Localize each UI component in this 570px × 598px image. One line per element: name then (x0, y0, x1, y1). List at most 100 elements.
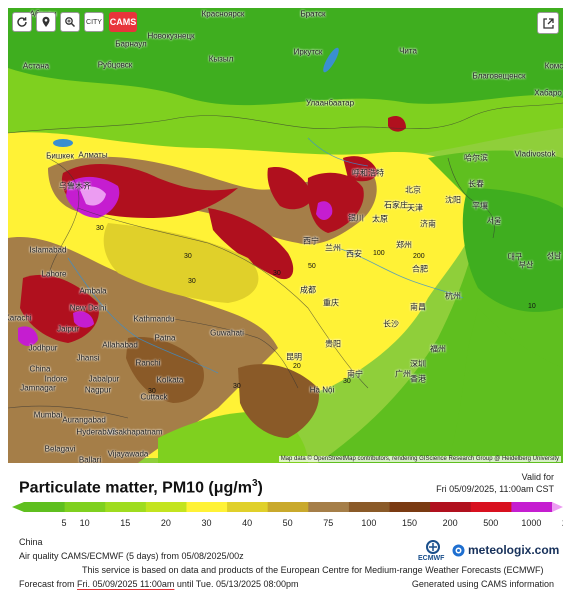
peak-taklamakan-core (80, 186, 106, 206)
city-label: Patna (154, 333, 176, 343)
cams-model-label: CAMS (109, 17, 137, 27)
legend-swatch (389, 502, 431, 512)
city-label: Vijayawada (107, 449, 149, 459)
city-label: Красноярск (201, 9, 245, 19)
city-label: 贵阳 (325, 339, 341, 349)
meteologix-logo[interactable]: meteologix.com (452, 543, 559, 557)
city-label: Иркутск (293, 47, 323, 57)
legend-tick-label: 1000 (521, 518, 541, 528)
city-label: Hà Nội (309, 385, 335, 395)
city-label: Guwahati (210, 328, 244, 338)
city-label: New Delhi (69, 303, 107, 313)
city-label: Кызыл (208, 54, 234, 64)
city-label: Новокузнецк (147, 31, 195, 41)
city-label: Чита (399, 46, 417, 56)
city-toggle-button[interactable]: CITY (84, 12, 104, 32)
city-label: Jabalpur (88, 374, 120, 384)
legend-tick-label: 150 (402, 518, 417, 528)
legend-swatch (308, 502, 350, 512)
sea-east-china (448, 308, 563, 463)
contour-label-30f: 30 (188, 278, 196, 285)
contour-label-200: 200 (413, 253, 425, 260)
city-label: 呼和浩特 (352, 168, 384, 178)
city-label: 南宁 (347, 369, 363, 379)
city-label: Братск (300, 9, 326, 19)
ecmwf-logo[interactable] (418, 540, 448, 562)
legend-swatch (64, 502, 106, 512)
legend-tick-label: 200 (443, 518, 458, 528)
city-label: 合肥 (412, 264, 428, 274)
valid-time: Fri 05/09/2025, 11:00am CST (436, 484, 554, 494)
city-label: Ballari (78, 455, 102, 464)
city-label: Allahabad (102, 340, 138, 350)
city-label: Belagavi (44, 444, 76, 454)
contour-label-100: 100 (373, 250, 385, 257)
city-label: 石家庄 (384, 200, 408, 210)
meteologix-icon (452, 544, 465, 556)
city-label: 深圳 (410, 359, 426, 369)
legend-swatch (145, 502, 187, 512)
export-button[interactable] (537, 12, 559, 34)
dust-cloud-gobi-west (267, 167, 313, 210)
region-green-korea (462, 188, 563, 312)
city-label: Комс (544, 61, 563, 71)
city-label: 西安 (346, 249, 362, 259)
legend-tick-label: 500 (483, 518, 498, 528)
contour-label-30d: 30 (343, 378, 351, 385)
refresh-button[interactable] (12, 12, 32, 32)
city-label: Jamnagar (20, 383, 56, 393)
map-attribution[interactable]: Map data © OpenStreetMap contributors, r… (278, 456, 561, 462)
legend-tick-label: 40 (242, 518, 252, 528)
legend-tick-label: 50 (283, 518, 293, 528)
legend-swatch (267, 502, 309, 512)
city-label: Nagpur (84, 385, 112, 395)
city-label: 长春 (468, 179, 484, 189)
meteologix-brand: meteologix.com (468, 543, 560, 557)
location-button[interactable] (36, 12, 56, 32)
city-label: 乌鲁木齐 (59, 181, 91, 191)
legend-swatch (227, 502, 269, 512)
legend-swatch (105, 502, 147, 512)
contour-label-30a: 30 (96, 225, 104, 232)
city-label: Благовещенск (472, 71, 526, 81)
city-label: 福州 (430, 344, 446, 354)
city-label: 长沙 (383, 319, 399, 329)
contour-labels: 30 30 30 50 100 200 30 30 20 10 30 30 (96, 225, 536, 395)
country-borders (8, 102, 563, 419)
city-label: 北京 (405, 185, 421, 195)
dust-cloud-qinghai (208, 208, 294, 280)
city-label: 郑州 (396, 240, 412, 250)
city-label: 广州 (395, 369, 411, 379)
city-label: Jaipur (57, 324, 79, 334)
city-label: 重庆 (323, 298, 339, 308)
city-label: 부산 (518, 260, 534, 270)
city-label: Бишкек (46, 151, 74, 161)
city-label: Улаанбаатар (305, 98, 355, 108)
city-label: 香港 (410, 374, 426, 384)
contour-label-30e: 30 (233, 383, 241, 390)
contour-label-30b: 30 (184, 253, 192, 260)
contour-label-30g: 30 (148, 388, 156, 395)
legend-bar: 5 10 15 20 30 40 50 75 100 150 200 500 1000 2000 (12, 502, 570, 528)
city-label: Ambala (79, 286, 107, 296)
haze-myanmar (238, 364, 319, 438)
city-label: 南昌 (410, 302, 426, 312)
rivers (67, 137, 464, 374)
city-label: 天津 (407, 203, 423, 213)
city-label: 平壤 (472, 201, 488, 211)
cams-model-button[interactable]: CAMS (109, 12, 137, 32)
pm10-map[interactable]: 30 30 30 50 100 200 30 30 20 10 30 30 Аб… (8, 8, 563, 463)
legend-tick-label: 10 (80, 518, 90, 528)
legend-arrow-left (12, 502, 24, 512)
city-label: Cuttack (140, 392, 168, 402)
region-tibet (103, 223, 259, 303)
city-label: Барнаул (115, 39, 147, 49)
forecast-prefix: Forecast from (19, 579, 78, 589)
region-lightgreen-north (8, 68, 563, 160)
city-label: Jodhpur (28, 343, 58, 353)
zoom-button[interactable] (60, 12, 80, 32)
city-label: 西宁 (303, 236, 319, 246)
city-label: Ranchi (135, 358, 161, 368)
export-icon (542, 17, 554, 29)
legend-tick-label: 30 (201, 518, 211, 528)
